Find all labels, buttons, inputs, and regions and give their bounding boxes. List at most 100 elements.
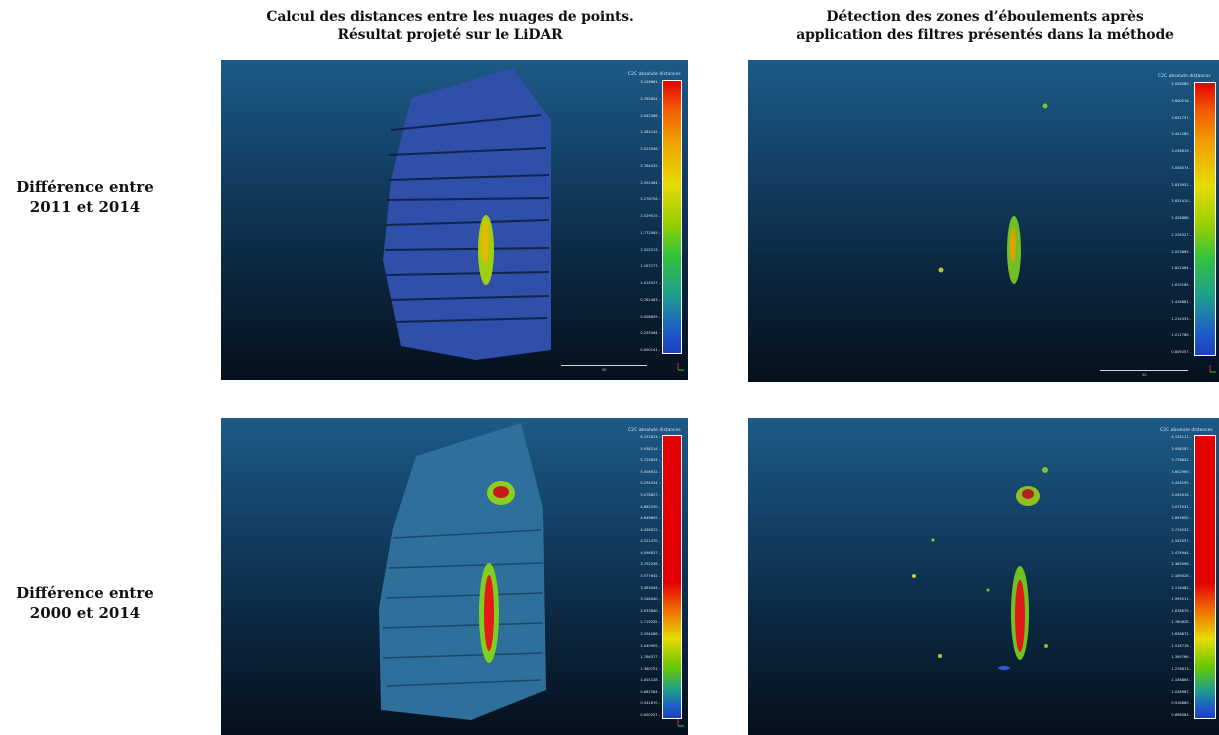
color-scale-tick-label: 2.552464 - xyxy=(640,180,660,185)
rockfall-spot xyxy=(912,574,916,578)
column-header-line-2: Résultat projeté sur le LiDAR xyxy=(337,27,563,43)
color-scale-tick-label: 3.426195 - xyxy=(1171,481,1191,486)
color-scale-tick-label: 0.000141 - xyxy=(640,348,660,352)
row-label-line-1: Différence entre xyxy=(16,178,154,196)
color-scale-tick-label: 3.249416 - xyxy=(1171,492,1191,497)
row-label-2000-2014: Différence entre 2000 et 2014 xyxy=(0,583,170,623)
color-scale-tick-label: 1.780828 - xyxy=(1171,620,1191,625)
rockfall-spot xyxy=(931,538,935,542)
rockfall-zone-core xyxy=(481,220,489,264)
color-scale-tick-label: 5.725624 - xyxy=(640,458,660,463)
point-cloud-distance-view-2000-2014: C2C absolute distances 6.152813 - 5.93821… xyxy=(221,418,688,735)
color-scale-tick-label: 3.631757 - xyxy=(1171,115,1191,120)
color-scale-tick-label: 1.416881 - xyxy=(1171,299,1191,304)
color-scale-tick-label: 1.995511 - xyxy=(1171,597,1191,602)
scale-label: 50 xyxy=(1142,373,1147,377)
color-scale-tick-label: 0.508859 - xyxy=(640,314,660,319)
color-scale-tick-label: 4.134111 - xyxy=(1171,435,1191,439)
color-scale-tick-label: 3.577642 - xyxy=(640,574,660,578)
rockfall-zone-core xyxy=(1010,227,1016,263)
color-scale-tick-label: 0.761483 - xyxy=(640,297,660,302)
color-scale-tick-label: 1.267177 - xyxy=(640,264,660,269)
color-scale-tick-label: 3.840216 - xyxy=(1171,98,1191,103)
color-scale-tick-label: 5.938214 - xyxy=(640,446,660,451)
rockfall-spot xyxy=(938,267,944,273)
filtered-point-cloud-render xyxy=(912,467,1048,670)
cliff-strata-lines xyxy=(384,114,550,323)
color-scale-tick-label: 3.363044 - xyxy=(640,585,660,590)
color-scale-tick-label: 2.784432 - xyxy=(640,163,660,168)
color-scale-tick-label: 5.078827 - xyxy=(640,492,660,497)
color-scale-tick-label: 6.152813 - xyxy=(640,435,660,439)
cliff-strata-lines xyxy=(382,529,544,687)
legend-title: C2C absolute distances xyxy=(1160,428,1213,433)
color-scale-tick-label: 4.221470 - xyxy=(640,539,660,544)
cliff-point-cloud xyxy=(379,423,546,720)
rockfall-zone-core xyxy=(1015,580,1025,652)
color-scale-tick-label: 4.646605 - xyxy=(640,516,660,521)
color-scale-tick-label: 0.918889 - xyxy=(1171,701,1191,706)
color-scale-tick-label: 2.278756 - xyxy=(640,197,660,202)
color-scale-tick-label: 1.011786 - xyxy=(1171,333,1191,338)
row-label-2011-2014: Différence entre 2011 et 2014 xyxy=(0,177,170,217)
filtered-point-cloud-render xyxy=(938,103,1048,284)
axis-triad-icon xyxy=(1209,365,1216,373)
scale-bar xyxy=(561,365,647,366)
color-scale-tick-label: 1.014527 - xyxy=(640,281,660,285)
color-scale-tick-label: 1.360751 - xyxy=(640,666,660,671)
color-scale-tick-label: 0.255564 - xyxy=(640,331,660,336)
color-scale-tick-label: 2.023865 - xyxy=(1171,249,1191,254)
rockfall-spot xyxy=(938,654,942,658)
color-scale-tick-label: 3.072531 - xyxy=(1171,504,1191,509)
color-scale-tick-label: 2.189028 - xyxy=(1171,574,1191,578)
scale-label: 50 xyxy=(602,368,607,372)
color-scale-bar xyxy=(1194,435,1216,719)
point-cloud-distance-view-2011-2014: C2C absolute distances 3.146881 - 2.78580… xyxy=(221,60,688,380)
color-scale-tick-label: 5.508932 - xyxy=(640,469,660,474)
color-scale-ticks: 4.058585 - 3.840216 - 3.631757 - 3.441285 -… xyxy=(1145,82,1191,354)
color-scale-tick-label: 0.681584 - xyxy=(640,689,660,694)
color-scale-tick-label: 3.036074 - xyxy=(1171,165,1191,170)
color-scale-bar xyxy=(662,80,682,354)
column-header-line-1: Calcul des distances entre les nuages de… xyxy=(266,9,634,25)
rockfall-zone-core xyxy=(493,486,509,498)
color-scale-tick-label: 2.542557 - xyxy=(1171,539,1191,544)
color-scale-tick-label: 2.281142 - xyxy=(640,130,660,135)
color-scale-tick-label: 3.146881 - xyxy=(640,80,660,84)
color-scale-tick-label: 4.058585 - xyxy=(1171,82,1191,86)
color-scale-tick-label: 2.029515 - xyxy=(640,214,660,218)
rockfall-detection-view-2000-2014: C2C absolute distances 4.134111 - 3.93628… xyxy=(748,418,1219,735)
color-scale-tick-label: 1.395766 - xyxy=(1171,655,1191,660)
color-scale-tick-label: 2.719232 - xyxy=(1171,527,1191,532)
color-scale-tick-label: 3.441285 - xyxy=(1171,132,1191,137)
color-scale-tick-label: 5.294424 - xyxy=(640,481,660,486)
color-scale-tick-label: 2.294286 - xyxy=(640,631,660,636)
row-label-line-2: 2000 et 2014 xyxy=(29,604,141,622)
color-scale-tick-label: 2.478944 - xyxy=(1171,550,1191,555)
color-scale-tick-label: 4.862250 - xyxy=(640,504,660,509)
color-scale-tick-label: 1.772085 - xyxy=(640,230,660,235)
color-scale-tick-label: 3.936287 - xyxy=(1171,446,1191,451)
color-scale-tick-label: 1.158864 - xyxy=(1171,678,1191,683)
color-scale-tick-label: 0.341870 - xyxy=(640,701,660,706)
color-scale-tick-label: 1.821464 - xyxy=(1171,266,1191,271)
color-scale-tick-label: 1.525213 - xyxy=(640,247,660,252)
color-scale-tick-label: 3.792256 - xyxy=(640,562,660,567)
color-scale-bar xyxy=(1194,82,1216,356)
color-scale-tick-label: 2.023556 - xyxy=(640,147,660,151)
color-scale-tick-label: 2.040905 - xyxy=(640,643,660,648)
rockfall-zone-core xyxy=(484,575,494,651)
color-scale-ticks: 6.152813 - 5.938214 - 5.725624 - 5.508932 -… xyxy=(614,435,660,717)
legend-title: C2C absolute distances xyxy=(1158,74,1211,79)
point-cloud-render xyxy=(383,68,551,360)
color-scale-tick-label: 3.778842 - xyxy=(1171,458,1191,463)
color-scale-tick-label: 3.238619 - xyxy=(1171,149,1191,153)
color-scale-tick-label: 1.638672 - xyxy=(1171,631,1191,636)
axis-triad-icon xyxy=(677,363,684,371)
color-scale-tick-label: 1.518718 - xyxy=(1171,643,1191,648)
color-scale-tick-label: 2.226327 - xyxy=(1171,232,1191,237)
rockfall-spot xyxy=(1042,103,1048,109)
color-scale-bar xyxy=(662,435,682,719)
row-label-line-1: Différence entre xyxy=(16,584,154,602)
color-scale-ticks: 4.134111 - 3.936287 - 3.778842 - 3.602969 -… xyxy=(1145,435,1191,717)
